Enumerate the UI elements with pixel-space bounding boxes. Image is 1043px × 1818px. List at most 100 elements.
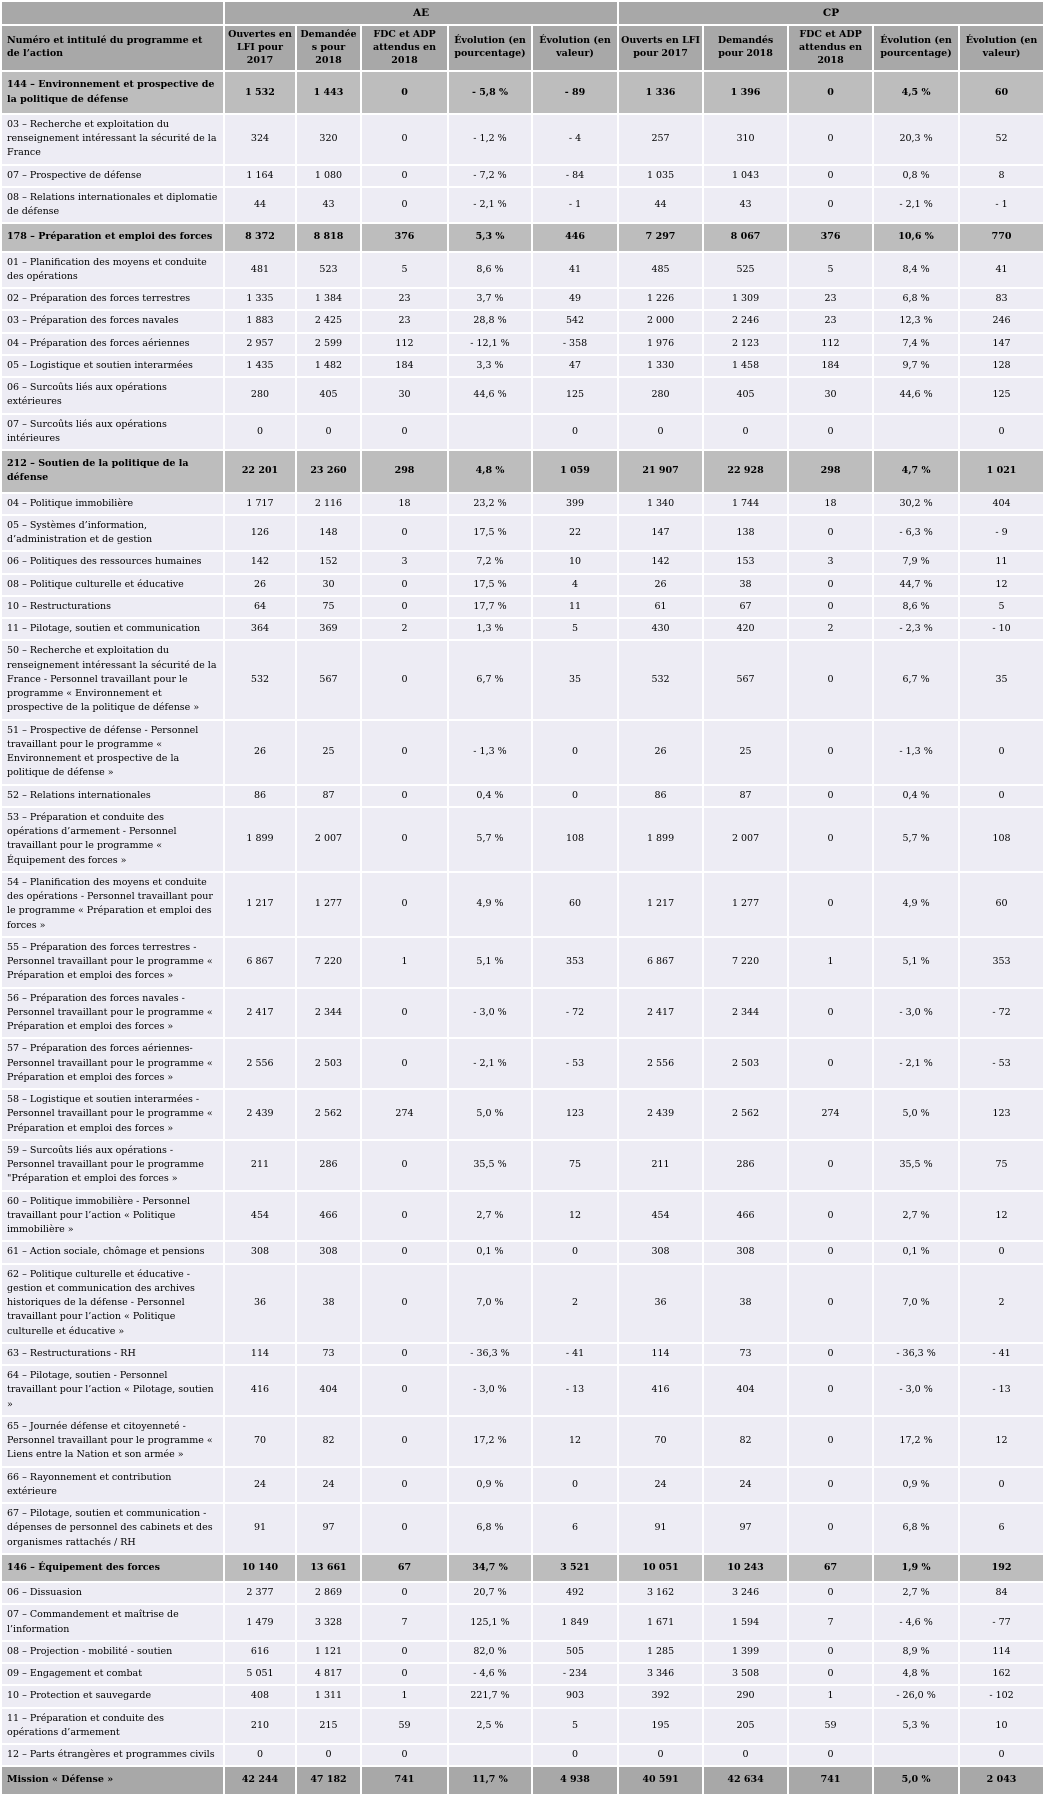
row-label: 07 – Commandement et maîtrise de l’infor… — [0, 1603, 225, 1642]
row-label: 06 – Surcoûts liés aux opérations extéri… — [0, 376, 225, 415]
table-row-action: 07 – Commandement et maîtrise de l’infor… — [0, 1603, 1043, 1642]
ae-value-4: 1 849 — [530, 1603, 620, 1642]
ae-value-4: - 1 — [530, 185, 620, 225]
ae-value-0: 114 — [223, 1341, 297, 1367]
cp-value-1: 310 — [702, 112, 790, 166]
cp-value-1: 2 007 — [702, 805, 790, 873]
cp-value-2: 0 — [787, 1240, 875, 1265]
cp-value-0: 10 051 — [617, 1552, 705, 1584]
ae-value-4: - 4 — [530, 112, 620, 166]
cp-value-1: 2 344 — [702, 986, 790, 1040]
ae-value-0: 1 532 — [223, 70, 297, 115]
row-label: 12 – Parts étrangères et programmes civi… — [0, 1743, 225, 1768]
row-label: 07 – Prospective de défense — [0, 163, 225, 188]
cp-value-2: 23 — [787, 309, 875, 334]
table-row-action: 51 – Prospective de défense - Personnel … — [0, 718, 1043, 786]
cp-value-4: 11 — [958, 550, 1043, 575]
table-row-action: 05 – Logistique et soutien interarmées 1 … — [0, 353, 1043, 379]
cp-value-4: 128 — [958, 353, 1043, 379]
cp-value-4: 114 — [958, 1639, 1043, 1665]
cp-value-0: 0 — [617, 1743, 705, 1768]
ae-value-0: 481 — [223, 250, 297, 290]
ae-value-0: 6 867 — [223, 935, 297, 989]
row-label: 65 – Journée défense et citoyenneté - Pe… — [0, 1414, 225, 1468]
cp-value-1: 205 — [702, 1706, 790, 1746]
cp-value-2: 0 — [787, 185, 875, 225]
cp-value-2: 1 — [787, 1684, 875, 1709]
cp-value-2: 0 — [787, 718, 875, 786]
ae-value-4: 108 — [530, 805, 620, 873]
ae-value-3: - 1,2 % — [447, 112, 533, 166]
cp-value-3: 0,9 % — [872, 1465, 961, 1505]
ae-value-2: 0 — [360, 70, 449, 115]
cp-value-4: 35 — [958, 639, 1043, 721]
cp-value-4: 12 — [958, 1414, 1043, 1468]
cp-value-4: 2 — [958, 1262, 1043, 1344]
cp-value-2: 18 — [787, 491, 875, 516]
cp-value-4: 404 — [958, 491, 1043, 516]
ae-value-2: 30 — [360, 376, 449, 415]
column-header-cp-4: Évolution (en valeur) — [958, 23, 1043, 73]
ae-value-4: - 234 — [530, 1662, 620, 1687]
row-label: 60 – Politique immobilière - Personnel t… — [0, 1189, 225, 1243]
cp-value-1: 82 — [702, 1414, 790, 1468]
cp-value-0: 86 — [617, 783, 705, 808]
cp-value-0: 416 — [617, 1364, 705, 1417]
cp-value-4: 1 021 — [958, 449, 1043, 494]
ae-value-1: 320 — [295, 112, 362, 166]
ae-value-2: 59 — [360, 1706, 449, 1746]
cp-value-3: 5,1 % — [872, 935, 961, 989]
ae-value-1: 75 — [295, 594, 362, 620]
row-label: 10 – Protection et sauvegarde — [0, 1684, 225, 1709]
cp-value-0: 147 — [617, 513, 705, 553]
ae-value-3: 2,5 % — [447, 1706, 533, 1746]
cp-value-1: 0 — [702, 1743, 790, 1768]
cp-value-3: 17,2 % — [872, 1414, 961, 1468]
cp-value-1: 8 067 — [702, 222, 790, 253]
cp-value-0: 6 867 — [617, 935, 705, 989]
cp-value-1: 1 277 — [702, 870, 790, 938]
cp-value-3: 7,9 % — [872, 550, 961, 575]
cp-value-1: 2 503 — [702, 1037, 790, 1091]
ae-value-0: 126 — [223, 513, 297, 553]
cp-value-2: 0 — [787, 1581, 875, 1606]
cp-value-4: 52 — [958, 112, 1043, 166]
ae-value-4: - 41 — [530, 1341, 620, 1367]
cp-value-0: 21 907 — [617, 449, 705, 494]
ae-value-3: 125,1 % — [447, 1603, 533, 1642]
ae-value-0: 91 — [223, 1502, 297, 1555]
cp-value-2: 0 — [787, 1465, 875, 1505]
ae-value-0: 8 372 — [223, 222, 297, 253]
cp-value-1: 25 — [702, 718, 790, 786]
table-row-action: 08 – Relations internationales et diplom… — [0, 185, 1043, 225]
cp-value-0: 280 — [617, 376, 705, 415]
ae-value-0: 64 — [223, 594, 297, 620]
ae-value-0: 70 — [223, 1414, 297, 1468]
cp-value-4: 10 — [958, 1706, 1043, 1746]
ae-value-2: 0 — [360, 412, 449, 452]
ae-value-3: 0,1 % — [447, 1240, 533, 1265]
table-row-action: 57 – Préparation des forces aériennes- P… — [0, 1037, 1043, 1091]
ae-value-2: 741 — [360, 1765, 449, 1796]
ae-value-1: 30 — [295, 572, 362, 597]
row-label: 62 – Politique culturelle et éducative -… — [0, 1262, 225, 1344]
cp-value-2: 0 — [787, 594, 875, 620]
ae-value-4: 125 — [530, 376, 620, 415]
ae-value-4: 12 — [530, 1189, 620, 1243]
cp-value-0: 1 976 — [617, 331, 705, 356]
cp-value-4: 0 — [958, 412, 1043, 452]
ae-value-1: 148 — [295, 513, 362, 553]
ae-value-3: 5,3 % — [447, 222, 533, 253]
cp-value-2: 0 — [787, 1662, 875, 1687]
table-row-action: 11 – Pilotage, soutien et communication 3… — [0, 617, 1043, 642]
cp-value-2: 0 — [787, 70, 875, 115]
cp-value-3: 6,8 % — [872, 1502, 961, 1555]
ae-value-1: 1 443 — [295, 70, 362, 115]
cp-value-0: 70 — [617, 1414, 705, 1468]
ae-value-1: 24 — [295, 1465, 362, 1505]
table-row-action: 08 – Projection - mobilité - soutien 616 1… — [0, 1639, 1043, 1665]
ae-value-0: 1 883 — [223, 309, 297, 334]
cp-value-4: 246 — [958, 309, 1043, 334]
